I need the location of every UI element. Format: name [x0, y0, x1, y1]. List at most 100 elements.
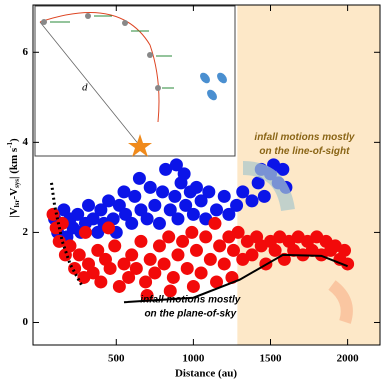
point [152, 239, 166, 253]
point [171, 212, 185, 226]
point [194, 194, 208, 208]
point [112, 279, 126, 293]
dish [207, 89, 217, 101]
point [102, 194, 116, 208]
x-axis-label: Distance (au) [175, 368, 237, 380]
point [189, 243, 203, 257]
point [134, 234, 148, 248]
inset-sightline [39, 21, 141, 147]
y-label-part: lsr [13, 200, 21, 208]
point [257, 189, 271, 203]
point [55, 216, 69, 230]
point [166, 270, 180, 284]
annotation: on the plane-of-sky [144, 308, 236, 319]
point [132, 171, 146, 185]
point [251, 176, 265, 190]
point [94, 275, 108, 289]
point [86, 266, 100, 280]
point [162, 230, 176, 244]
point [194, 266, 208, 280]
y-tick-label: 0 [23, 316, 29, 328]
axes-layer: 500 1000 1500 2000 0 2 4 6 [23, 4, 381, 365]
marks-layer: infall motions mostly on the line-of-sigh… [46, 132, 355, 319]
point [189, 180, 203, 194]
point [143, 180, 157, 194]
point [103, 261, 117, 275]
point [276, 162, 290, 176]
point [208, 216, 222, 230]
point [163, 284, 177, 298]
point [230, 198, 244, 212]
point [148, 198, 162, 212]
y-axis-label: |Vlsr-Vsys| (km s-1) [6, 138, 21, 218]
point [268, 243, 282, 257]
point [152, 216, 166, 230]
point [179, 198, 193, 212]
inset-arrows [50, 15, 174, 89]
x-tick-label: 500 [108, 353, 125, 365]
y-label-part: -V [8, 188, 20, 200]
point [168, 189, 182, 203]
point [129, 261, 143, 275]
x-tick-label: 2000 [337, 353, 360, 365]
point [341, 257, 355, 271]
los-arrow [242, 161, 295, 212]
pos-arrow [328, 280, 353, 324]
particle [122, 20, 128, 26]
y-label-part: ) [8, 138, 20, 142]
point [117, 185, 131, 199]
point [156, 185, 170, 199]
x-tick-label: 1000 [182, 353, 205, 365]
point [72, 248, 86, 262]
particle [41, 19, 47, 25]
point [176, 234, 190, 248]
point [102, 221, 116, 235]
point [82, 198, 96, 212]
line [50, 182, 84, 288]
point [71, 207, 85, 221]
point [245, 194, 259, 208]
annotation: on the line-of-sight [259, 146, 350, 157]
y-tick-label: 6 [23, 46, 29, 58]
annotation: infall motions mostly [254, 132, 354, 143]
point [226, 243, 240, 257]
inset-diagram: d [34, 5, 236, 157]
y-label-part: sys [13, 179, 21, 188]
line [123, 253, 348, 304]
particle [155, 85, 161, 91]
point [78, 225, 92, 239]
dish [200, 72, 210, 84]
point [148, 266, 162, 280]
point [210, 203, 224, 217]
point [236, 185, 250, 199]
point [91, 243, 105, 257]
plot-frame [32, 4, 381, 346]
point [94, 203, 108, 217]
point [217, 257, 231, 271]
y-label-part: -1 [6, 141, 14, 147]
point [186, 279, 200, 293]
point [171, 248, 185, 262]
point [157, 257, 171, 271]
dish [217, 72, 227, 84]
point [217, 189, 231, 203]
y-label-part: | (km s [8, 147, 20, 179]
point [169, 158, 183, 172]
point [163, 203, 177, 217]
inset-trajectory [39, 12, 160, 123]
point [213, 239, 227, 253]
point [125, 248, 139, 262]
point [245, 248, 259, 262]
point [128, 189, 142, 203]
point [122, 270, 136, 284]
point [177, 167, 191, 181]
point [139, 275, 153, 289]
y-tick-label: 2 [23, 226, 29, 238]
point [108, 239, 122, 253]
particle [85, 13, 91, 19]
point [86, 212, 100, 226]
point [199, 230, 213, 244]
point [202, 185, 216, 199]
inset-label: d [82, 82, 88, 94]
